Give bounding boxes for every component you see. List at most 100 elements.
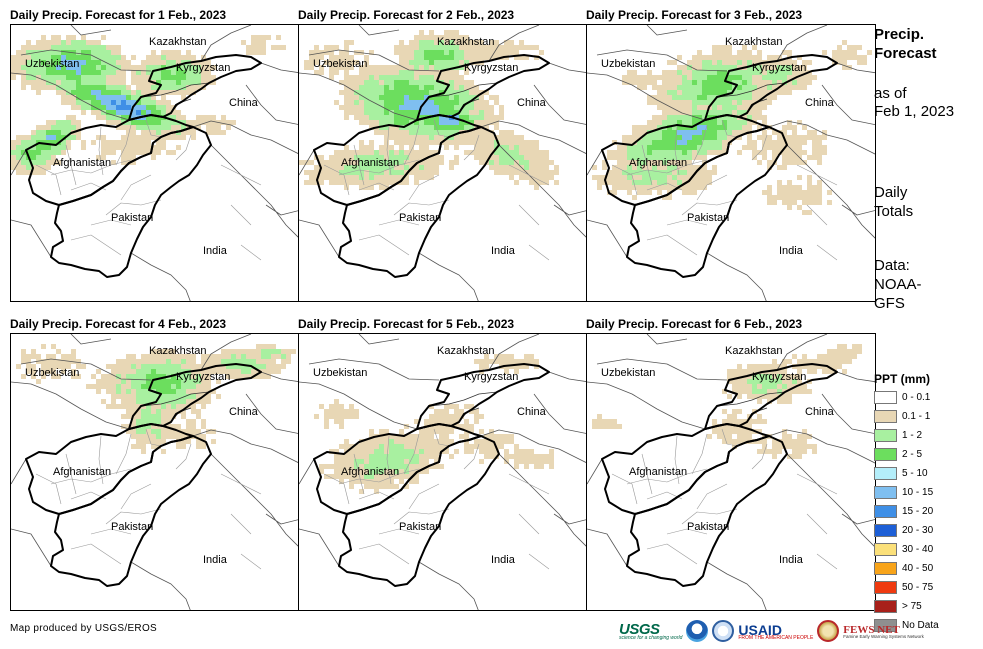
fews-logo-text: FEWS NET	[843, 623, 900, 636]
usaid-logo-text: USAID	[738, 621, 782, 638]
legend-label: 1 - 2	[902, 430, 923, 441]
province-boundaries	[35, 428, 262, 570]
map-label-pakistan: Pakistan	[111, 521, 153, 533]
logo-strip: USGS science for a changing world USAID …	[619, 617, 924, 645]
map-svg: Kazakhstan Uzbekistan Kyrgyzstan China Afgha…	[299, 25, 587, 301]
fews-globe-icon	[817, 620, 840, 642]
panel-title-2: Daily Precip. Forecast for 2 Feb., 2023	[298, 8, 515, 22]
kyrgyz-tajik-outline	[704, 363, 838, 430]
map-label-uzbekistan: Uzbekistan	[25, 58, 79, 70]
legend-label: 15 - 20	[902, 506, 934, 517]
legend-label: 0.1 - 1	[902, 411, 931, 422]
legend-swatch	[874, 467, 897, 480]
legend-item: 0.1 - 1	[874, 407, 930, 426]
map-label-kyrgyzstan: Kyrgyzstan	[752, 62, 806, 74]
map-label-china: China	[805, 406, 835, 418]
map-panel-6: Kazakhstan Uzbekistan Kyrgyzstan China Afgha…	[586, 333, 876, 611]
legend-item: 10 - 15	[874, 483, 933, 502]
international-borders	[587, 334, 875, 610]
legend-item: > 75	[874, 597, 922, 616]
map-label-uzbekistan: Uzbekistan	[313, 58, 367, 70]
sidebar-asof-line2: Feb 1, 2023	[874, 103, 955, 120]
precip-layer	[299, 30, 559, 190]
international-borders	[11, 334, 299, 610]
map-label-kyrgyzstan: Kyrgyzstan	[752, 371, 806, 383]
map-label-kazakhstan: Kazakhstan	[725, 36, 782, 48]
international-borders	[11, 25, 299, 301]
kyrgyz-tajik-outline	[128, 363, 262, 430]
usaid-tagline: FROM THE AMERICAN PEOPLE	[738, 634, 814, 641]
legend-title: PPT (mm)	[874, 372, 931, 386]
map-label-kyrgyzstan: Kyrgyzstan	[176, 371, 230, 383]
legend-swatch	[874, 581, 897, 594]
panel-title-6: Daily Precip. Forecast for 6 Feb., 2023	[586, 317, 803, 331]
legend-item: 30 - 40	[874, 540, 933, 559]
precip-layer	[16, 344, 296, 454]
map-panel-5: Kazakhstan Uzbekistan Kyrgyzstan China Afgha…	[298, 333, 588, 611]
legend-label: > 75	[902, 601, 922, 612]
map-label-india: India	[779, 554, 804, 566]
legend-label: 20 - 30	[902, 525, 934, 536]
legend-item: 1 - 2	[874, 426, 922, 445]
map-svg: Kazakhstan Uzbekistan Kyrgyzstan China Afgha…	[587, 25, 875, 301]
panel-title-1: Daily Precip. Forecast for 1 Feb., 2023	[10, 8, 227, 22]
usgs-logo-text: USGS	[619, 621, 660, 638]
province-boundaries	[611, 119, 838, 261]
map-label-india: India	[203, 245, 228, 257]
map-label-pakistan: Pakistan	[687, 212, 729, 224]
legend-item: 15 - 20	[874, 502, 933, 521]
map-panel-2: Kazakhstan Uzbekistan Kyrgyzstan China Afgha…	[298, 24, 588, 302]
precip-layer	[592, 344, 862, 459]
usgs-tagline: science for a changing world	[619, 635, 683, 641]
province-boundaries	[35, 119, 262, 261]
map-label-pakistan: Pakistan	[687, 521, 729, 533]
pakistan-outline	[626, 126, 788, 278]
legend-label: 50 - 75	[902, 582, 934, 593]
sidebar-heading-line1: Precip.	[874, 26, 925, 43]
province-boundaries	[323, 428, 550, 570]
map-label-pakistan: Pakistan	[399, 521, 441, 533]
kyrgyz-tajik-outline	[704, 54, 838, 121]
sidebar-data-line3: GFS	[874, 295, 905, 312]
map-label-afghanistan: Afghanistan	[53, 466, 111, 478]
map-label-afghanistan: Afghanistan	[629, 466, 687, 478]
map-label-uzbekistan: Uzbekistan	[601, 367, 655, 379]
map-panel-1: Kazakhstan Uzbekistan Kyrgyzstan China Afgha…	[10, 24, 300, 302]
map-label-china: China	[229, 97, 259, 109]
legend-swatch	[874, 524, 897, 537]
usaid-logo: USAID FROM THE AMERICAN PEOPLE	[738, 622, 813, 641]
legend-item: 20 - 30	[874, 521, 933, 540]
map-label-kazakhstan: Kazakhstan	[725, 345, 782, 357]
map-label-kyrgyzstan: Kyrgyzstan	[176, 62, 230, 74]
map-panel-3: Kazakhstan Uzbekistan Kyrgyzstan China Afgha…	[586, 24, 876, 302]
province-boundaries	[611, 428, 838, 570]
map-label-china: China	[229, 406, 259, 418]
panel-title-3: Daily Precip. Forecast for 3 Feb., 2023	[586, 8, 803, 22]
legend-label: 30 - 40	[902, 544, 934, 555]
map-svg: Kazakhstan Uzbekistan Kyrgyzstan China Afgha…	[299, 334, 587, 610]
legend-swatch	[874, 391, 897, 404]
legend-label: 5 - 10	[902, 468, 928, 479]
legend-item: 50 - 75	[874, 578, 933, 597]
legend-swatch	[874, 543, 897, 556]
doi-seal-icon	[712, 620, 735, 642]
sidebar-heading-line2: Forecast	[874, 45, 937, 62]
sidebar-totals-line2: Totals	[874, 203, 914, 220]
map-label-uzbekistan: Uzbekistan	[313, 367, 367, 379]
panel-title-5: Daily Precip. Forecast for 5 Feb., 2023	[298, 317, 515, 331]
usgs-logo: USGS science for a changing world	[619, 621, 682, 641]
legend-swatch	[874, 429, 897, 442]
pakistan-outline	[50, 126, 212, 278]
map-label-kazakhstan: Kazakhstan	[149, 345, 206, 357]
precip-layer	[592, 40, 872, 215]
international-borders	[299, 25, 587, 301]
map-label-uzbekistan: Uzbekistan	[25, 367, 79, 379]
sidebar-data-line1: Data:	[874, 257, 910, 274]
credit-text: Map produced by USGS/EROS	[10, 623, 158, 634]
map-label-india: India	[203, 554, 228, 566]
pakistan-outline	[50, 435, 212, 587]
legend-label: 2 - 5	[902, 449, 923, 460]
map-label-afghanistan: Afghanistan	[629, 157, 687, 169]
province-boundaries	[323, 119, 550, 261]
legend-swatch	[874, 410, 897, 423]
